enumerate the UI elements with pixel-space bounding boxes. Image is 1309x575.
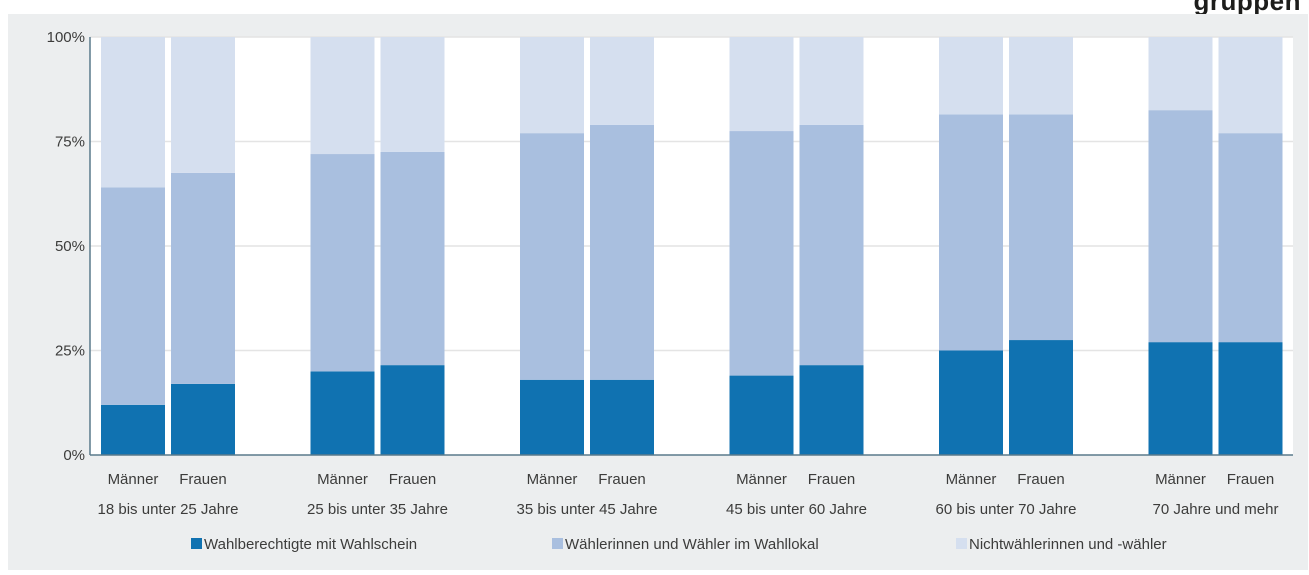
bar-segment-wahlschein [520, 379, 584, 455]
x-group-label: 45 bis unter 60 Jahre [726, 501, 867, 518]
y-tick-label: 75% [55, 134, 85, 151]
x-group-label: 18 bis unter 25 Jahre [98, 501, 239, 518]
bar-segment-wahllokal [1009, 114, 1073, 341]
x-group-label: 25 bis unter 35 Jahre [307, 501, 448, 518]
bar-segment-nichtwaehler [590, 37, 654, 125]
bar-segment-wahllokal [1148, 110, 1213, 343]
bar-segment-wahlschein [101, 404, 165, 455]
bar-segment-wahllokal [171, 172, 235, 384]
legend-swatch [956, 538, 967, 549]
bar-segment-wahllokal [939, 114, 1003, 351]
bar-segment-wahllokal [310, 154, 375, 372]
bar-segment-nichtwaehler [1009, 37, 1073, 115]
bar-segment-wahllokal [729, 131, 794, 376]
legend-swatch [191, 538, 202, 549]
bar-segment-nichtwaehler [939, 37, 1003, 115]
bar-segment-wahlschein [1218, 342, 1283, 455]
bar-segment-wahllokal [520, 133, 584, 380]
x-tick-label-sex: Frauen [808, 471, 856, 488]
bar-segment-wahlschein [729, 375, 794, 455]
bar-segment-nichtwaehler [520, 37, 584, 134]
bar-segment-nichtwaehler [171, 37, 235, 173]
x-tick-label-sex: Frauen [598, 471, 646, 488]
x-tick-label-sex: Männer [317, 471, 368, 488]
stacked-bar-chart: 0% 25% 50% 75% 100% Männer Frauen 18 bis unter … [47, 29, 1293, 553]
legend-label: Wahlberechtigte mit Wahlschein [204, 536, 417, 553]
bar-segment-nichtwaehler [729, 37, 794, 132]
bar-segment-wahllokal [590, 124, 654, 380]
x-tick-label-sex: Frauen [1017, 471, 1065, 488]
bar-segment-wahlschein [799, 365, 864, 455]
legend-label: Wählerinnen und Wähler im Wahllokal [565, 536, 819, 553]
x-tick-label-sex: Frauen [1227, 471, 1275, 488]
bar-segment-wahlschein [1148, 342, 1213, 455]
bar-segment-wahlschein [590, 379, 654, 455]
bar-segment-wahlschein [171, 383, 235, 455]
x-tick-label-sex: Männer [946, 471, 997, 488]
y-tick-label: 50% [55, 238, 85, 255]
bar-segment-wahllokal [380, 151, 445, 366]
x-tick-label-sex: Männer [736, 471, 787, 488]
bar-segment-nichtwaehler [1218, 37, 1283, 134]
bar-segment-nichtwaehler [310, 37, 375, 155]
bar-segment-wahlschein [1009, 340, 1073, 455]
bar-segment-wahlschein [380, 365, 445, 455]
top-strip: gruppen [0, 0, 1309, 16]
x-group-label: 60 bis unter 70 Jahre [936, 501, 1077, 518]
x-tick-label-sex: Männer [108, 471, 159, 488]
bar-segment-nichtwaehler [101, 37, 165, 188]
bar-segment-wahlschein [939, 350, 1003, 455]
chart-panel: 0% 25% 50% 75% 100% Männer Frauen 18 bis unter … [8, 14, 1308, 570]
x-tick-label-sex: Männer [527, 471, 578, 488]
x-tick-label-sex: Frauen [179, 471, 227, 488]
bar-segment-nichtwaehler [799, 37, 864, 125]
bar-segment-wahllokal [799, 124, 864, 366]
bar-segment-wahllokal [101, 187, 165, 405]
bar-segment-nichtwaehler [380, 37, 445, 152]
legend-swatch [552, 538, 563, 549]
page-title-fragment: gruppen [1193, 0, 1301, 16]
x-group-label: 35 bis unter 45 Jahre [517, 501, 658, 518]
bar-segment-wahlschein [310, 371, 375, 455]
y-tick-label: 100% [47, 29, 85, 46]
x-tick-label-sex: Männer [1155, 471, 1206, 488]
bar-segment-wahllokal [1218, 133, 1283, 343]
legend-label: Nichtwählerinnen und -wähler [969, 536, 1167, 553]
y-tick-label: 25% [55, 343, 85, 360]
x-tick-label-sex: Frauen [389, 471, 437, 488]
x-group-label: 70 Jahre und mehr [1153, 501, 1279, 518]
y-tick-label: 0% [63, 447, 85, 464]
bar-segment-nichtwaehler [1148, 37, 1213, 111]
